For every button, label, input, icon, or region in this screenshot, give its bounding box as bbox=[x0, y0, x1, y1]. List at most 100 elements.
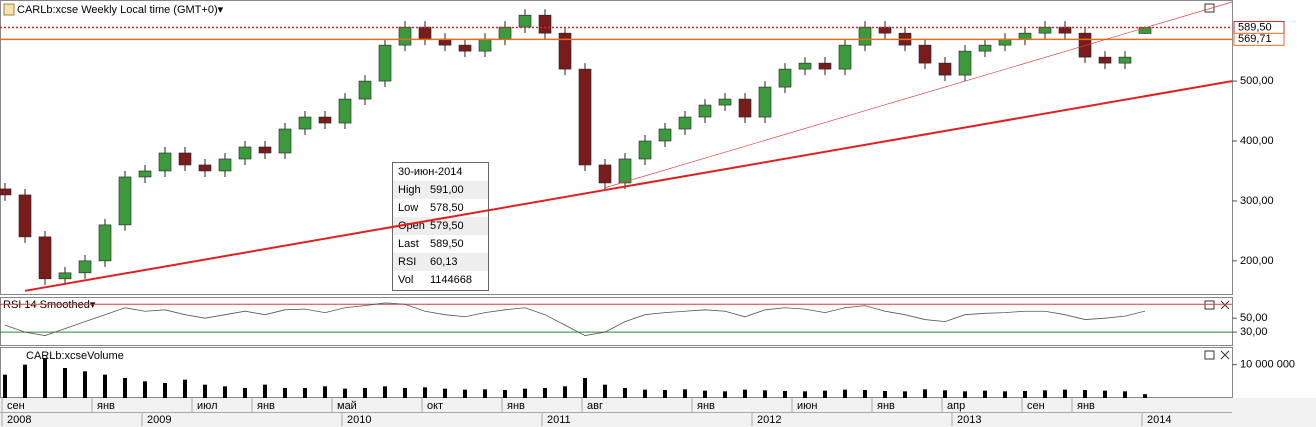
maximize-button[interactable] bbox=[1204, 300, 1215, 310]
month-label: окт bbox=[427, 400, 443, 412]
candle-body bbox=[798, 62, 812, 70]
candle-body bbox=[778, 68, 792, 88]
close-button[interactable] bbox=[1220, 300, 1230, 310]
candle-body bbox=[98, 224, 112, 262]
tooltip-value: 579,50 bbox=[430, 220, 464, 232]
candle-body bbox=[198, 164, 212, 172]
candle-body bbox=[138, 170, 152, 178]
candle-body bbox=[698, 104, 712, 118]
candle-body bbox=[478, 38, 492, 52]
volume-bar bbox=[103, 374, 107, 398]
volume-bar bbox=[383, 386, 387, 398]
volume-bar bbox=[1083, 390, 1087, 398]
price-label: 569,71 bbox=[1238, 33, 1272, 45]
volume-bar bbox=[183, 379, 187, 398]
candle-body bbox=[258, 146, 272, 154]
volume-bar bbox=[63, 368, 67, 398]
candle-body bbox=[78, 260, 92, 274]
volume-bar bbox=[723, 391, 727, 398]
volume-bar bbox=[263, 384, 267, 398]
candle-body bbox=[178, 152, 192, 166]
volume-bar bbox=[123, 378, 127, 398]
month-label: янв bbox=[877, 400, 895, 412]
close-button[interactable] bbox=[1220, 350, 1230, 360]
tooltip-key: Low bbox=[398, 202, 418, 214]
y-tick-label: 10 000 000 bbox=[1240, 359, 1295, 371]
tooltip-row bbox=[393, 181, 488, 199]
price-label: 589,50 bbox=[1238, 21, 1272, 33]
tooltip-value: 60,13 bbox=[430, 256, 458, 268]
volume-bar bbox=[143, 381, 147, 398]
candle-body bbox=[278, 128, 292, 154]
candle-body bbox=[718, 98, 732, 106]
maximize-button[interactable] bbox=[1204, 3, 1215, 13]
month-label: янв bbox=[97, 400, 115, 412]
candle-body bbox=[498, 26, 512, 40]
volume-bar bbox=[1043, 390, 1047, 398]
candle-body bbox=[858, 26, 872, 46]
volume-bar bbox=[283, 388, 287, 398]
chart-title[interactable]: CARLb:xcse Weekly Local time (GMT+0)▾ bbox=[17, 4, 224, 16]
candle-body bbox=[758, 86, 772, 118]
year-label: 2013 bbox=[957, 414, 981, 426]
volume-bar bbox=[523, 388, 527, 398]
panel-buttons bbox=[1204, 3, 1230, 360]
volume-bar bbox=[543, 388, 547, 398]
volume-bar bbox=[1123, 391, 1127, 398]
symbol-icon[interactable] bbox=[3, 3, 15, 16]
rsi-title[interactable]: RSI 14 Smoothed▾ bbox=[3, 299, 96, 311]
tooltip-value: 578,50 bbox=[430, 202, 464, 214]
volume-bar bbox=[463, 389, 467, 398]
candle-body bbox=[658, 128, 672, 142]
candle-body bbox=[518, 14, 532, 28]
year-label: 2011 bbox=[547, 414, 571, 426]
maximize-button[interactable] bbox=[1204, 350, 1215, 360]
volume-bar bbox=[443, 388, 447, 398]
candle-body bbox=[338, 98, 352, 124]
month-label: июн bbox=[797, 400, 817, 412]
year-label: 2009 bbox=[147, 414, 171, 426]
tooltip-key: Vol bbox=[398, 274, 413, 286]
volume-bar bbox=[83, 371, 87, 398]
volume-bar bbox=[243, 388, 247, 398]
year-label: 2008 bbox=[7, 414, 31, 426]
volume-bar bbox=[643, 389, 647, 398]
volume-bar bbox=[983, 390, 987, 398]
month-label: апр bbox=[947, 400, 965, 412]
tooltip-key: Last bbox=[398, 238, 419, 250]
volume-bar bbox=[203, 384, 207, 398]
volume-bar bbox=[303, 388, 307, 398]
candle-body bbox=[218, 158, 232, 172]
volume-title[interactable]: CARLb:xcseVolume bbox=[26, 350, 124, 362]
month-label: янв bbox=[1077, 400, 1095, 412]
month-label: июл bbox=[197, 400, 218, 412]
volume-bar bbox=[403, 388, 407, 398]
candle-body bbox=[618, 158, 632, 184]
volume-bar bbox=[623, 388, 627, 398]
volume-bar bbox=[743, 389, 747, 398]
candle-body bbox=[298, 116, 312, 130]
candle-body bbox=[1078, 32, 1092, 58]
trend-line bbox=[604, 1, 1233, 189]
candle-body bbox=[538, 14, 552, 34]
y-tick-label: 200,00 bbox=[1240, 255, 1274, 267]
volume-bar bbox=[483, 389, 487, 398]
candle-body bbox=[938, 62, 952, 76]
volume-bar bbox=[843, 389, 847, 398]
y-tick-label: 400,00 bbox=[1240, 135, 1274, 147]
tooltip-value: 591,00 bbox=[430, 184, 464, 196]
price-label-box bbox=[1233, 32, 1285, 46]
month-label: авг bbox=[587, 400, 603, 412]
candle-body bbox=[578, 68, 592, 166]
candle-body bbox=[818, 62, 832, 70]
volume-bar bbox=[423, 387, 427, 398]
candle-body bbox=[558, 32, 572, 70]
volume-bar bbox=[1003, 391, 1007, 398]
volume-bar bbox=[803, 391, 807, 398]
volume-bar bbox=[763, 390, 767, 398]
volume-bar bbox=[43, 358, 47, 398]
volume-bar bbox=[943, 390, 947, 398]
month-label: сен bbox=[7, 400, 25, 412]
